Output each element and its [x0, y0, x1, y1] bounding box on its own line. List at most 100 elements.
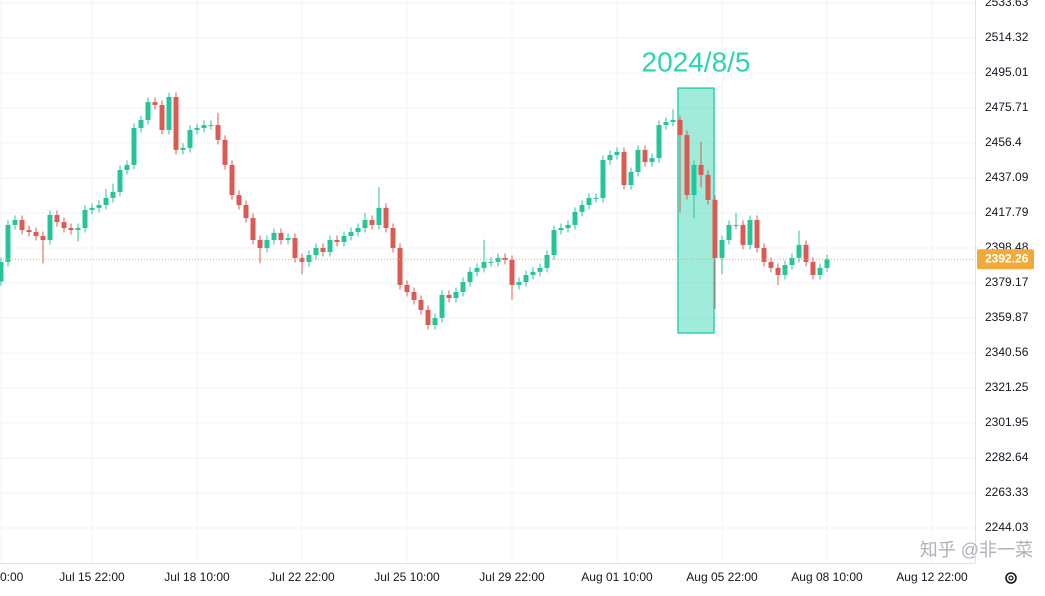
- candle-body: [509, 259, 515, 285]
- candle-body: [803, 244, 809, 262]
- x-tick-label: Jul 25 10:00: [374, 570, 440, 584]
- candle-body: [19, 220, 25, 231]
- candle-body: [187, 129, 193, 148]
- x-tick-label: Jul 18 10:00: [164, 570, 230, 584]
- candle-body: [530, 271, 536, 275]
- y-tick-label: 2263.33: [985, 485, 1029, 499]
- candle-body: [621, 151, 627, 186]
- candle-body: [12, 220, 18, 225]
- candle-body: [782, 265, 788, 275]
- candle-body: [628, 172, 634, 186]
- candle-body: [306, 255, 312, 262]
- x-tick-label: Jul 29 22:00: [479, 570, 545, 584]
- candle-body: [649, 158, 655, 163]
- annotation: 2024/8/5: [642, 46, 751, 77]
- candle-body: [740, 224, 746, 245]
- candle-body: [761, 247, 767, 262]
- candle-body: [264, 239, 270, 248]
- candle-body: [656, 125, 662, 159]
- candle-body: [117, 170, 123, 192]
- candle-body: [824, 259, 830, 268]
- candle-body: [145, 102, 151, 120]
- candle-body: [194, 127, 200, 130]
- candle-body: [642, 149, 648, 163]
- candle-body: [698, 164, 704, 175]
- candle-body: [173, 96, 179, 150]
- candle-body: [75, 228, 81, 231]
- candle-body: [789, 257, 795, 266]
- candle-body: [250, 218, 256, 240]
- candle-body: [285, 237, 291, 240]
- candle-body: [271, 232, 277, 240]
- candle-body: [607, 154, 613, 161]
- y-tick-label: 2359.87: [985, 310, 1029, 324]
- grid: [0, 0, 975, 563]
- candle-body: [47, 214, 53, 240]
- candle-body: [537, 267, 543, 272]
- candle-body: [369, 220, 375, 225]
- candle-body: [810, 261, 816, 275]
- candle-body: [796, 244, 802, 258]
- candle-body: [89, 207, 95, 210]
- candle-body: [334, 239, 340, 242]
- watermark: 知乎 @非一菜: [920, 540, 1033, 560]
- candle-body: [278, 232, 284, 240]
- candle-body: [243, 205, 249, 219]
- candle-body: [460, 282, 466, 293]
- candle-body: [551, 230, 557, 256]
- candle-body: [488, 261, 494, 263]
- candle-body: [733, 224, 739, 226]
- candle-body: [0, 261, 4, 282]
- y-tick-label: 2379.17: [985, 275, 1029, 289]
- settings-icon[interactable]: [1005, 572, 1017, 584]
- candle-body: [26, 230, 32, 233]
- candle-body: [747, 220, 753, 245]
- candle-body: [502, 257, 508, 260]
- x-tick-label: Aug 05 22:00: [686, 570, 758, 584]
- candle-body: [355, 228, 361, 233]
- candle-body: [411, 292, 417, 300]
- y-tick-label: 2301.95: [985, 415, 1029, 429]
- y-tick-label: 2282.64: [985, 450, 1029, 464]
- candle-body: [201, 125, 207, 128]
- candle-body: [124, 164, 130, 171]
- candle-body: [390, 228, 396, 248]
- candle-body: [719, 239, 725, 258]
- gear: [1005, 572, 1017, 584]
- candle-body: [446, 294, 452, 298]
- candle-body: [495, 257, 501, 262]
- y-tick-label: 2244.03: [985, 520, 1029, 534]
- candle-body: [68, 228, 74, 231]
- y-tick-label: 2321.25: [985, 380, 1029, 394]
- candle-body: [670, 119, 676, 122]
- candle-body: [341, 236, 347, 242]
- candle-body: [208, 125, 214, 127]
- candle-body: [586, 197, 592, 206]
- highlight-box: [677, 87, 715, 334]
- candle-body: [376, 207, 382, 225]
- gear-hub: [1008, 575, 1014, 581]
- candle-body: [600, 160, 606, 198]
- plot: 2024/8/5: [0, 46, 975, 334]
- candle-body: [5, 224, 11, 262]
- candle-body: [166, 96, 172, 130]
- y-tick-label: 2514.32: [985, 30, 1029, 44]
- candle-body: [663, 121, 669, 126]
- candle-body: [383, 207, 389, 229]
- candle-body: [474, 267, 480, 272]
- y-tick-label: 2495.01: [985, 65, 1029, 79]
- candle-body: [523, 274, 529, 283]
- x-tick-label: Aug 01 10:00: [581, 570, 653, 584]
- candle-body: [817, 267, 823, 275]
- candle-body: [565, 224, 571, 229]
- y-tick-label: 2475.71: [985, 100, 1029, 114]
- candle-body: [229, 164, 235, 196]
- candle-body: [432, 317, 438, 326]
- candle-body: [33, 232, 39, 237]
- candle-body: [397, 247, 403, 285]
- candle-body: [236, 195, 242, 206]
- y-tick-label: 2340.56: [985, 345, 1029, 359]
- last-price-label: 2392.26: [985, 251, 1029, 265]
- candle-body: [439, 294, 445, 318]
